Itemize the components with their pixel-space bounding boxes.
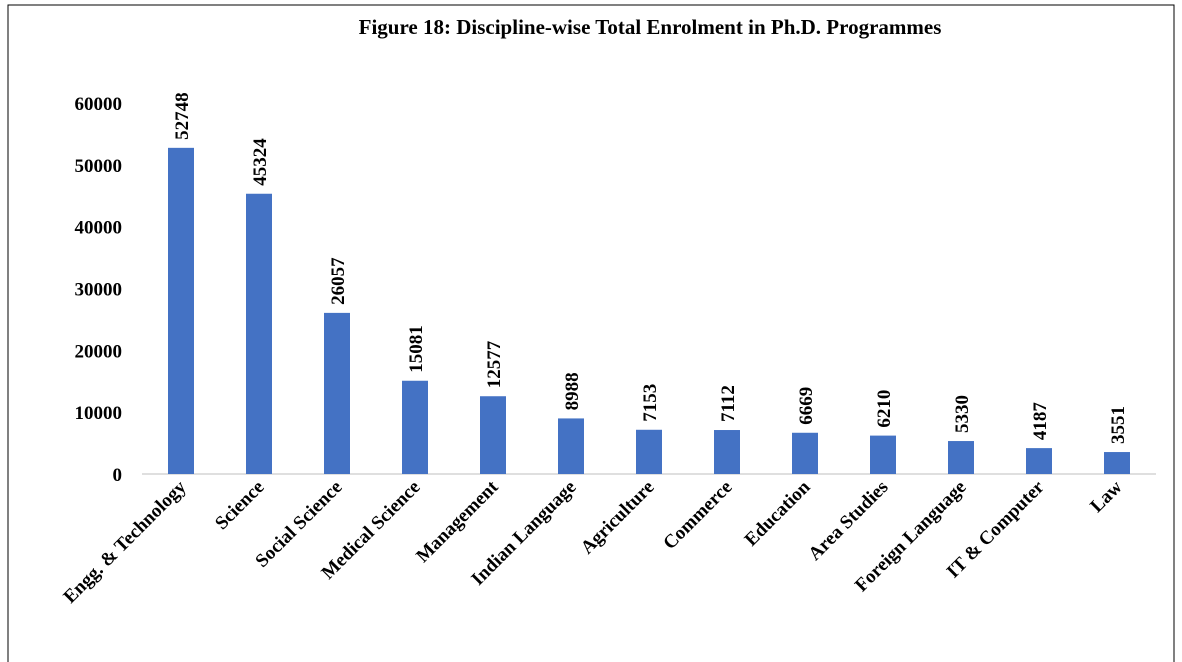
data-label: 12577 [484, 340, 505, 388]
x-tick-label: Agriculture [577, 477, 659, 559]
x-tick-label: Area Studies [804, 477, 892, 565]
y-tick-label: 20000 [75, 341, 123, 362]
data-label: 45324 [250, 138, 271, 186]
y-tick-label: 40000 [75, 218, 123, 239]
y-tick-label: 50000 [75, 156, 123, 177]
chart-title: Figure 18: Discipline-wise Total Enrolme… [359, 15, 942, 39]
bar [714, 430, 740, 474]
chart-border [7, 4, 1175, 662]
y-tick-label: 10000 [75, 403, 123, 424]
data-label: 6669 [796, 387, 817, 425]
x-tick-label: Law [1086, 476, 1126, 516]
data-label: 5330 [952, 395, 973, 433]
bar [480, 396, 506, 474]
y-tick-label: 0 [113, 465, 123, 486]
data-label: 7153 [640, 384, 661, 422]
data-label: 52748 [172, 92, 193, 140]
y-tick-label: 30000 [75, 280, 123, 301]
x-tick-label: Engg. & Technology [60, 476, 191, 607]
bar [324, 312, 350, 474]
x-tick-label: Science [211, 477, 268, 534]
bar [168, 147, 194, 474]
bar [558, 418, 584, 474]
bar [1104, 452, 1130, 474]
data-label: 6210 [874, 390, 895, 428]
bar [246, 193, 272, 475]
data-label: 4187 [1030, 402, 1051, 441]
bar [948, 441, 974, 474]
data-label: 3551 [1108, 406, 1129, 444]
data-label: 8988 [562, 372, 583, 410]
bar [792, 432, 818, 474]
bar [870, 435, 896, 474]
bar [636, 429, 662, 474]
data-label: 26057 [328, 257, 349, 305]
y-tick-label: 60000 [75, 94, 123, 115]
x-tick-label: Education [741, 476, 815, 550]
data-label: 7112 [718, 385, 739, 422]
bar [1026, 448, 1052, 474]
bar [402, 380, 428, 474]
data-label: 15081 [406, 325, 427, 373]
x-tick-label: Commerce [659, 477, 736, 554]
